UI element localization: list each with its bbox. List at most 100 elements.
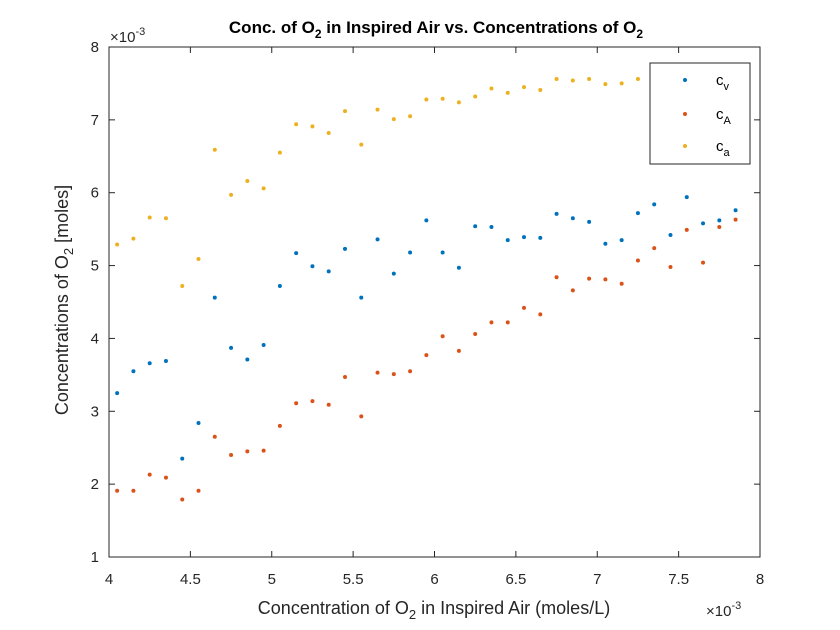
data-point-cv <box>229 345 234 350</box>
data-point-cv <box>603 241 608 246</box>
data-point-cv <box>522 235 527 240</box>
x-axis-ticks: 4 4.5 5 5.5 6 6.5 7 7.5 8 <box>105 47 764 588</box>
data-point-cA <box>440 334 445 339</box>
data-point-ca <box>570 78 575 83</box>
data-point-ca <box>294 122 299 127</box>
data-point-cA <box>570 288 575 293</box>
data-point-cv <box>701 221 706 226</box>
data-point-cA <box>473 332 478 337</box>
data-point-ca <box>587 77 592 82</box>
data-point-cv <box>147 361 152 366</box>
data-point-cv <box>587 219 592 224</box>
data-point-ca <box>391 117 396 122</box>
y-tick-label: 2 <box>91 476 99 493</box>
data-point-ca <box>196 257 201 262</box>
data-point-ca <box>424 97 429 102</box>
data-point-cv <box>619 238 624 243</box>
data-point-cv <box>733 208 738 213</box>
data-point-cA <box>212 434 217 439</box>
data-point-cv <box>440 250 445 255</box>
data-point-cv <box>554 211 559 216</box>
x-tick-label: 5 <box>268 571 276 588</box>
data-point-cA <box>196 488 201 493</box>
data-point-cA <box>277 423 282 428</box>
data-point-cA <box>603 277 608 282</box>
data-point-cA <box>733 217 738 222</box>
data-point-ca <box>245 179 250 184</box>
data-point-cv <box>163 359 168 364</box>
y-tick-label: 7 <box>91 112 99 129</box>
data-point-cv <box>505 238 510 243</box>
data-point-cA <box>245 449 250 454</box>
data-point-cA <box>326 402 331 407</box>
y-tick-label: 6 <box>91 185 99 202</box>
data-point-cv <box>261 342 266 347</box>
data-point-cA <box>505 320 510 325</box>
data-point-cA <box>147 472 152 477</box>
data-point-cA <box>635 258 640 263</box>
data-point-cv <box>115 391 120 396</box>
data-point-cA <box>456 348 461 353</box>
legend-marker-cv <box>683 78 687 82</box>
x-tick-label: 4 <box>105 571 113 588</box>
data-point-ca <box>408 114 413 119</box>
data-point-cv <box>652 202 657 207</box>
x-tick-label: 6.5 <box>505 571 526 588</box>
data-point-cv <box>473 224 478 229</box>
data-point-cv <box>212 295 217 300</box>
data-point-cv <box>294 251 299 256</box>
data-point-cv <box>635 211 640 216</box>
data-point-cv <box>375 237 380 242</box>
data-point-ca <box>326 130 331 135</box>
x-tick-label: 6 <box>430 571 438 588</box>
data-point-cA <box>131 488 136 493</box>
data-point-cA <box>538 312 543 317</box>
legend-label-ca: ca <box>716 138 731 159</box>
data-point-cv <box>245 357 250 362</box>
data-point-ca <box>619 81 624 86</box>
data-point-cv <box>196 420 201 425</box>
data-point-cA <box>554 275 559 280</box>
data-point-cv <box>359 295 364 300</box>
data-point-cA <box>294 401 299 406</box>
data-point-cA <box>652 246 657 251</box>
chart-title: Conc. of O2 in Inspired Air vs. Concentr… <box>229 18 644 41</box>
data-point-ca <box>229 192 234 197</box>
data-point-ca <box>277 150 282 155</box>
data-point-cA <box>717 224 722 229</box>
data-point-cA <box>342 375 347 380</box>
data-point-cA <box>522 305 527 310</box>
x-tick-label: 7.5 <box>668 571 689 588</box>
y-axis-label: Concentrations of O2 [moles] <box>52 185 76 415</box>
data-point-cA <box>408 369 413 374</box>
data-point-cv <box>456 265 461 270</box>
data-point-cA <box>375 370 380 375</box>
legend-label-cv: cv <box>716 72 730 93</box>
data-point-ca <box>131 236 136 241</box>
data-point-cv <box>408 250 413 255</box>
x-axis-exponent: ×10-3 <box>706 600 741 620</box>
y-axis-exponent: ×10-3 <box>110 26 145 46</box>
data-point-cA <box>180 497 185 502</box>
data-point-ca <box>359 142 364 147</box>
data-point-cA <box>229 453 234 457</box>
data-point-ca <box>603 82 608 87</box>
data-point-cv <box>131 369 136 374</box>
y-tick-label: 3 <box>91 403 99 420</box>
legend-marker-ca <box>683 144 687 148</box>
data-point-cA <box>391 372 396 377</box>
data-point-cv <box>668 232 673 237</box>
data-point-cv <box>570 216 575 221</box>
x-tick-label: 8 <box>756 571 764 588</box>
data-point-cv <box>391 271 396 276</box>
data-point-cv <box>717 218 722 223</box>
data-point-cA <box>489 320 494 325</box>
data-point-cA <box>701 260 706 265</box>
data-point-cA <box>261 448 266 453</box>
data-point-cv <box>180 456 185 461</box>
data-point-ca <box>180 283 185 288</box>
y-tick-label: 8 <box>91 39 99 56</box>
legend: cv cA ca <box>649 62 751 165</box>
y-axis-ticks: 1 2 3 4 5 6 7 8 <box>91 39 760 566</box>
